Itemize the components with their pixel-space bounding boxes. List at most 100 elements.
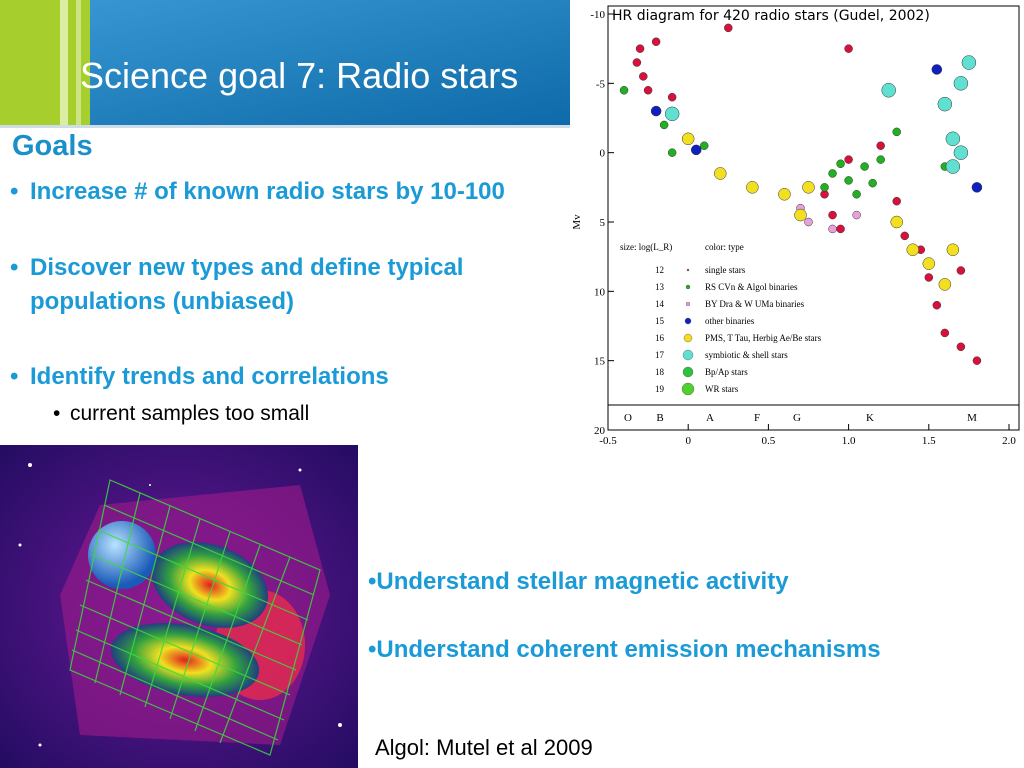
point	[956, 266, 966, 275]
legend-swatch	[684, 317, 692, 325]
legend-size: 15	[655, 316, 665, 326]
point	[778, 188, 791, 201]
spectral-class: F	[754, 412, 760, 424]
x-tick-label: 1.5	[922, 435, 936, 445]
x-tick-label: 1.0	[842, 435, 856, 445]
goals-heading: Goals	[12, 130, 93, 162]
y-tick-label: 20	[594, 425, 606, 437]
legend-swatch	[686, 268, 690, 272]
caption: Algol: Mutel et al 2009	[375, 735, 593, 760]
legend-swatch	[682, 349, 694, 361]
legend-size: 14	[655, 299, 665, 309]
chart-title: HR diagram for 420 radio stars (Gudel, 2…	[612, 8, 930, 24]
spectral-class: G	[793, 412, 801, 424]
bullet: Understand stellar magnetic activity	[368, 568, 788, 596]
point	[635, 44, 645, 53]
point	[932, 300, 942, 310]
point	[860, 162, 869, 171]
x-tick-label: 0.5	[762, 435, 776, 445]
point	[890, 215, 903, 229]
bullet: Understand coherent emission mechanisms	[368, 636, 880, 664]
plot-frame	[607, 5, 1020, 431]
point	[632, 58, 642, 67]
slide-title: Science goal 7: Radio stars	[80, 55, 519, 96]
point	[852, 190, 861, 199]
point	[945, 159, 961, 174]
legend-swatch	[683, 333, 693, 343]
legend-size: 17	[655, 350, 665, 360]
point	[681, 132, 695, 146]
y-tick-label: 5	[600, 217, 606, 229]
legend-size: 13	[655, 282, 665, 292]
legend-title: color: type	[705, 242, 744, 252]
point	[892, 127, 901, 137]
point	[650, 105, 662, 117]
point	[664, 106, 680, 122]
point	[956, 342, 966, 352]
y-tick-label: -5	[596, 78, 606, 90]
point	[836, 159, 845, 169]
point	[844, 176, 853, 185]
legend-size: 12	[655, 265, 664, 275]
point	[639, 72, 648, 81]
point	[828, 224, 837, 234]
point	[938, 278, 952, 291]
x-tick-label: 0	[685, 435, 691, 445]
point	[924, 273, 934, 282]
point	[714, 167, 727, 180]
algol-image	[0, 445, 358, 768]
point	[820, 183, 829, 192]
point	[953, 145, 969, 160]
spectral-class: M	[967, 412, 977, 424]
point	[881, 83, 896, 98]
point	[876, 155, 885, 164]
point	[667, 148, 677, 157]
point	[828, 169, 837, 178]
point	[906, 243, 920, 256]
point	[746, 181, 759, 194]
hr-diagram: HR diagram for 420 radio stars (Gudel, 2…	[571, 5, 1020, 445]
point	[643, 86, 653, 95]
legend-title: size: log(L_R)	[620, 242, 672, 252]
spectral-class: K	[866, 412, 874, 424]
point	[690, 144, 702, 156]
legend-swatch	[682, 366, 694, 378]
point	[961, 55, 977, 70]
legend-label: Bp/Ap stars	[705, 367, 748, 377]
point	[972, 356, 982, 365]
legend-size: 16	[655, 333, 665, 343]
legend-swatch	[685, 284, 691, 290]
legend-label: other binaries	[705, 316, 755, 326]
bullet: Increase # of known radio stars by 10-10…	[10, 175, 600, 209]
legend-label: RS CVn & Algol binaries	[705, 282, 798, 292]
legend-label: single stars	[705, 265, 746, 275]
point	[804, 217, 813, 227]
y-tick-label: 15	[594, 356, 606, 368]
point	[619, 86, 629, 95]
legend-size: 19	[655, 384, 665, 394]
legend-label: WR stars	[705, 384, 739, 394]
point	[946, 243, 960, 256]
point	[667, 92, 677, 102]
legend-size: 18	[655, 367, 665, 377]
x-tick-label: 2.0	[1002, 435, 1016, 445]
y-tick-label: -10	[590, 9, 605, 21]
bullet: Discover new types and define typical po…	[10, 251, 570, 319]
bullet: Identify trends and correlations	[10, 360, 600, 394]
point	[844, 155, 853, 164]
point	[828, 210, 837, 220]
point	[931, 64, 943, 75]
point	[876, 141, 885, 150]
point	[794, 208, 807, 222]
point	[953, 76, 969, 91]
spectral-class: A	[706, 412, 714, 424]
x-tick-label: -0.5	[599, 435, 617, 445]
sub-bullet: current samples too small	[53, 402, 309, 426]
y-tick-label: 0	[600, 148, 606, 160]
point	[844, 44, 853, 53]
legend-label: symbiotic & shell stars	[705, 350, 788, 360]
legend-label: BY Dra & W UMa binaries	[705, 299, 805, 309]
header-banner	[0, 0, 570, 128]
point	[659, 120, 669, 130]
point	[836, 224, 845, 234]
